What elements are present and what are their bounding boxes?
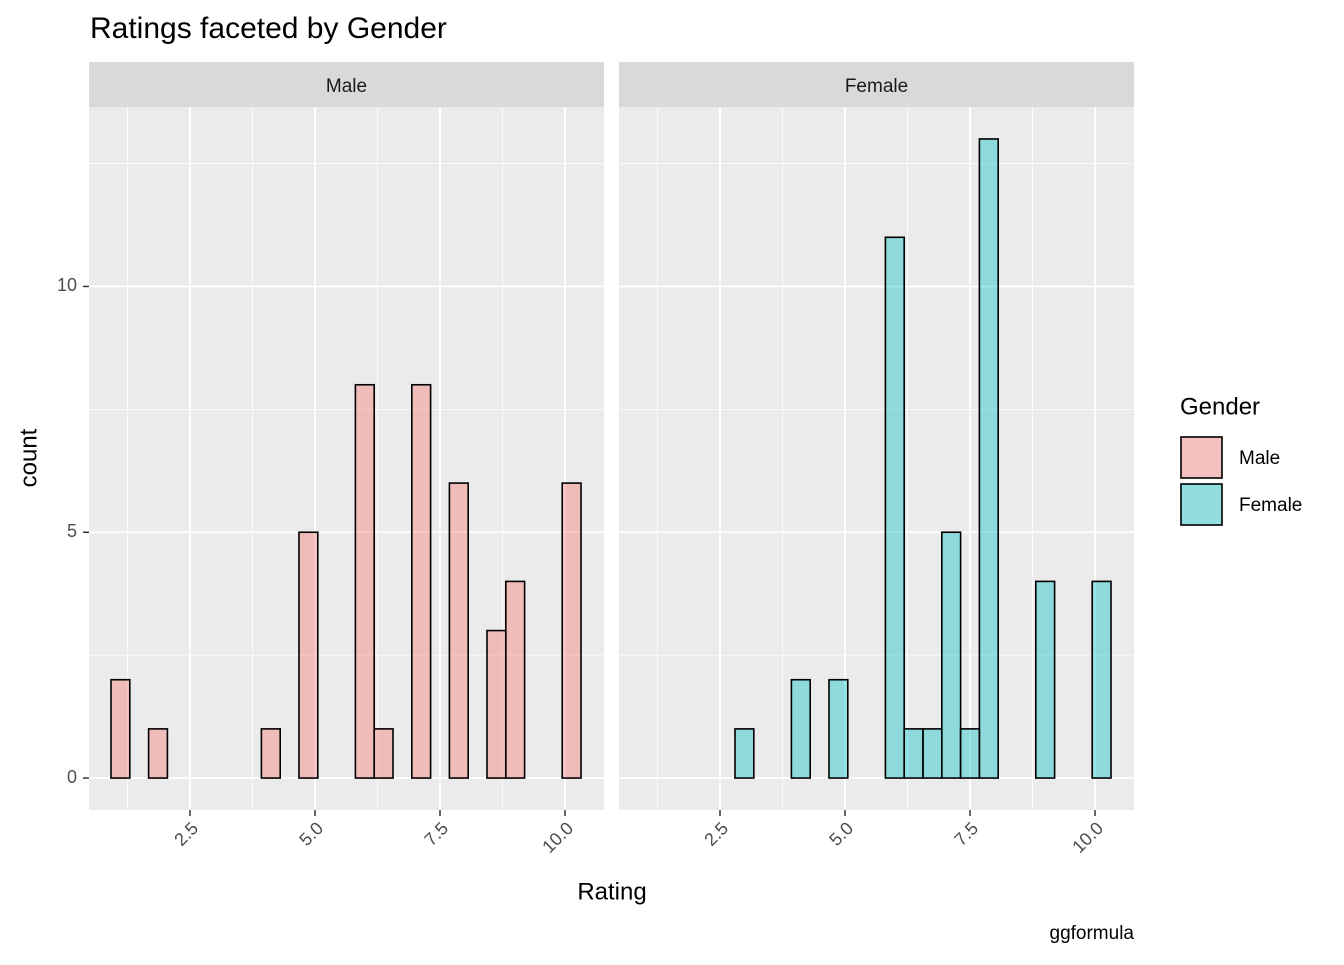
bar [1091, 580, 1112, 779]
bar [922, 728, 943, 779]
bar [260, 728, 281, 779]
legend-key [1180, 483, 1223, 526]
bar [147, 728, 169, 779]
legend-swatch [1180, 436, 1223, 479]
bar [373, 728, 394, 779]
bar [790, 678, 812, 779]
y-tick-label: 0 [67, 767, 77, 787]
bar [903, 728, 924, 779]
caption: ggformula [1050, 923, 1135, 944]
strip-label: Female [845, 76, 908, 97]
bar [410, 383, 432, 779]
legend-key [1180, 436, 1223, 479]
bar [940, 531, 962, 779]
x-axis-label: Rating [577, 878, 646, 905]
x-tick-label: 10.0 [538, 818, 577, 857]
bar [828, 678, 849, 779]
strip-background [89, 62, 604, 107]
bar [978, 138, 1000, 779]
x-tick-label: 7.5 [420, 818, 452, 850]
y-axis-label: count [15, 428, 42, 487]
bar [959, 728, 981, 779]
bar [561, 482, 582, 779]
bar [884, 236, 906, 779]
panel-background [619, 107, 1134, 810]
x-tick-label: 7.5 [950, 818, 982, 850]
strip-background [619, 62, 1134, 107]
chart-title: Ratings faceted by Gender [90, 12, 447, 45]
x-tick-label: 10.0 [1068, 818, 1107, 857]
x-tick-label: 2.5 [700, 818, 732, 850]
legend-label: Male [1239, 448, 1280, 469]
legend-swatch [1180, 483, 1223, 526]
bar [734, 728, 755, 779]
x-tick-label: 2.5 [170, 818, 202, 850]
legend-title: Gender [1180, 393, 1260, 420]
y-tick-label: 5 [67, 521, 77, 541]
bar [110, 678, 131, 779]
bar [448, 482, 469, 779]
panel-background [89, 107, 604, 810]
bar [486, 629, 507, 779]
bar [354, 383, 375, 779]
y-tick-label: 10 [57, 275, 77, 295]
x-tick-label: 5.0 [295, 818, 327, 850]
strip-label: Male [326, 76, 367, 97]
bar [504, 580, 526, 779]
x-tick-label: 5.0 [825, 818, 857, 850]
bar [298, 531, 319, 779]
bar [1035, 580, 1056, 779]
legend-label: Female [1239, 495, 1302, 516]
